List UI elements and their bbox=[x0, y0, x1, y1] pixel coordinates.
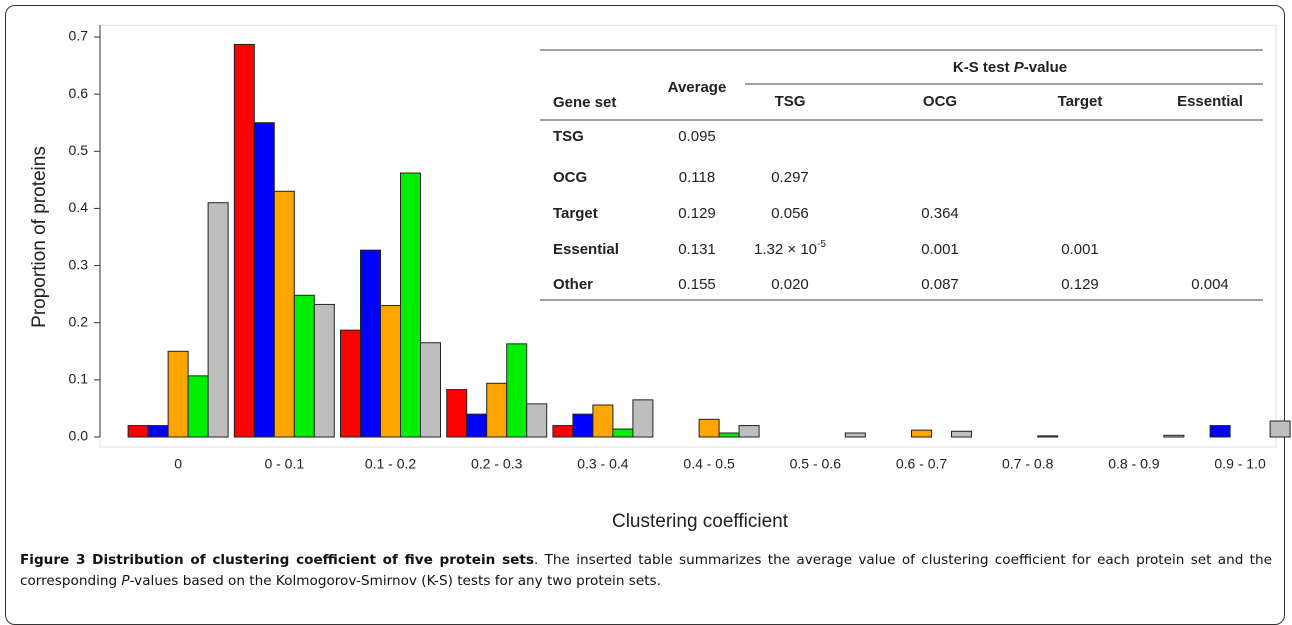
y-tick-label: 0.3 bbox=[69, 256, 89, 272]
y-tick-label: 0.7 bbox=[69, 28, 89, 44]
x-tick-label: 0.6 - 0.7 bbox=[896, 456, 948, 472]
bar bbox=[612, 428, 634, 438]
bar bbox=[147, 425, 169, 438]
table-cell: 0.095 bbox=[678, 128, 716, 145]
bar bbox=[718, 432, 740, 438]
bar bbox=[127, 425, 149, 438]
bar bbox=[420, 342, 441, 438]
table-cell: 0.131 bbox=[678, 241, 716, 258]
bar bbox=[486, 382, 508, 438]
bar bbox=[360, 249, 381, 438]
chart: Proportion of proteins Clustering coeffi… bbox=[29, 24, 1291, 532]
bar bbox=[844, 432, 866, 438]
bar bbox=[380, 305, 401, 438]
y-axis-label: Proportion of proteins bbox=[29, 146, 50, 328]
bar bbox=[592, 404, 614, 438]
x-tick-label: 0.1 - 0.2 bbox=[365, 456, 417, 472]
table-cell: 0.155 bbox=[678, 276, 716, 293]
table-header: Target bbox=[1058, 93, 1103, 110]
x-tick-label: 0.4 - 0.5 bbox=[683, 456, 735, 472]
bar bbox=[167, 350, 189, 438]
bar bbox=[293, 294, 315, 438]
x-axis-label: Clustering coefficient bbox=[612, 511, 789, 532]
table-cell: 0.129 bbox=[678, 205, 716, 222]
table-header: Gene set bbox=[553, 94, 616, 111]
table-header: TSG bbox=[775, 93, 806, 110]
x-tick-label: 0.7 - 0.8 bbox=[1002, 456, 1054, 472]
bar bbox=[207, 202, 229, 438]
caption-bold: Figure 3 Distribution of clustering coef… bbox=[20, 552, 534, 568]
x-tick-label: 0.9 - 1.0 bbox=[1214, 456, 1266, 472]
bar bbox=[738, 425, 760, 438]
bar bbox=[506, 343, 528, 438]
y-tick-label: 0.0 bbox=[69, 428, 89, 444]
bar bbox=[187, 375, 209, 438]
bar bbox=[1037, 435, 1059, 438]
bar bbox=[313, 303, 335, 438]
page: Proportion of proteins Clustering coeffi… bbox=[5, 5, 1291, 625]
table-header-part: K-S test bbox=[953, 59, 1014, 76]
table-row-label: Other bbox=[553, 276, 593, 293]
y-tick-label: 0.4 bbox=[69, 199, 89, 215]
x-tick-label: 0 - 0.1 bbox=[264, 456, 304, 472]
table-cell: 1.32 × 10-5 bbox=[754, 239, 826, 258]
bar bbox=[1209, 425, 1231, 438]
bar bbox=[1163, 434, 1185, 438]
bar bbox=[253, 122, 275, 438]
table-row-label: Essential bbox=[553, 241, 619, 258]
table-cell: 0.001 bbox=[921, 241, 959, 258]
table-cell: 0.001 bbox=[1061, 241, 1099, 258]
table-header-part: P bbox=[1014, 59, 1025, 76]
table-header: K-S test P-value bbox=[953, 59, 1067, 76]
bar bbox=[698, 418, 720, 438]
table-header: Average bbox=[668, 79, 727, 96]
x-tick-label: 0.8 - 0.9 bbox=[1108, 456, 1160, 472]
table-cell-sup: -5 bbox=[817, 239, 826, 250]
caption-italic: P bbox=[121, 573, 130, 589]
table-header: OCG bbox=[923, 93, 957, 110]
table-row-label: OCG bbox=[553, 169, 587, 186]
x-tick-label: 0.5 - 0.6 bbox=[790, 456, 842, 472]
table-cell: 0.087 bbox=[921, 276, 959, 293]
bar bbox=[466, 413, 488, 438]
table-cell: 0.020 bbox=[771, 276, 809, 293]
bar bbox=[340, 329, 361, 438]
y-tick-label: 0.6 bbox=[69, 85, 89, 101]
bar bbox=[526, 403, 548, 438]
bar bbox=[552, 425, 574, 438]
bar bbox=[446, 389, 468, 438]
table-cell-base: 1.32 × 10 bbox=[754, 241, 817, 258]
table-header: Essential bbox=[1177, 93, 1243, 110]
bar bbox=[1269, 420, 1291, 438]
x-tick-label: 0.3 - 0.4 bbox=[577, 456, 629, 472]
caption-text: . The inserted table summarizes the aver… bbox=[20, 552, 1272, 589]
caption: Figure 3 Distribution of clustering coef… bbox=[20, 550, 1272, 592]
table-cell: 0.297 bbox=[771, 169, 809, 186]
bar bbox=[233, 43, 255, 438]
bar bbox=[911, 429, 932, 438]
table-row-label: Target bbox=[553, 205, 598, 222]
bar bbox=[400, 172, 421, 438]
bar bbox=[632, 399, 654, 438]
table-cell: 0.364 bbox=[921, 205, 959, 222]
y-tick-label: 0.1 bbox=[69, 371, 89, 387]
table-cell: 0.118 bbox=[679, 169, 715, 186]
table-cell: 0.129 bbox=[1061, 276, 1099, 293]
bar bbox=[273, 190, 295, 438]
table-header-part: -value bbox=[1024, 59, 1067, 76]
table-row-label: TSG bbox=[553, 128, 584, 145]
x-tick-label: 0 bbox=[174, 456, 182, 472]
bar bbox=[572, 413, 594, 438]
y-tick-label: 0.2 bbox=[69, 313, 89, 329]
caption-text: -values based on the Kolmogorov-Smirnov … bbox=[129, 573, 661, 589]
bar bbox=[951, 430, 972, 438]
x-tick-label: 0.2 - 0.3 bbox=[471, 456, 523, 472]
y-tick-label: 0.5 bbox=[69, 142, 89, 158]
table-cell: 0.056 bbox=[771, 205, 809, 222]
table-cell: 0.004 bbox=[1191, 276, 1229, 293]
